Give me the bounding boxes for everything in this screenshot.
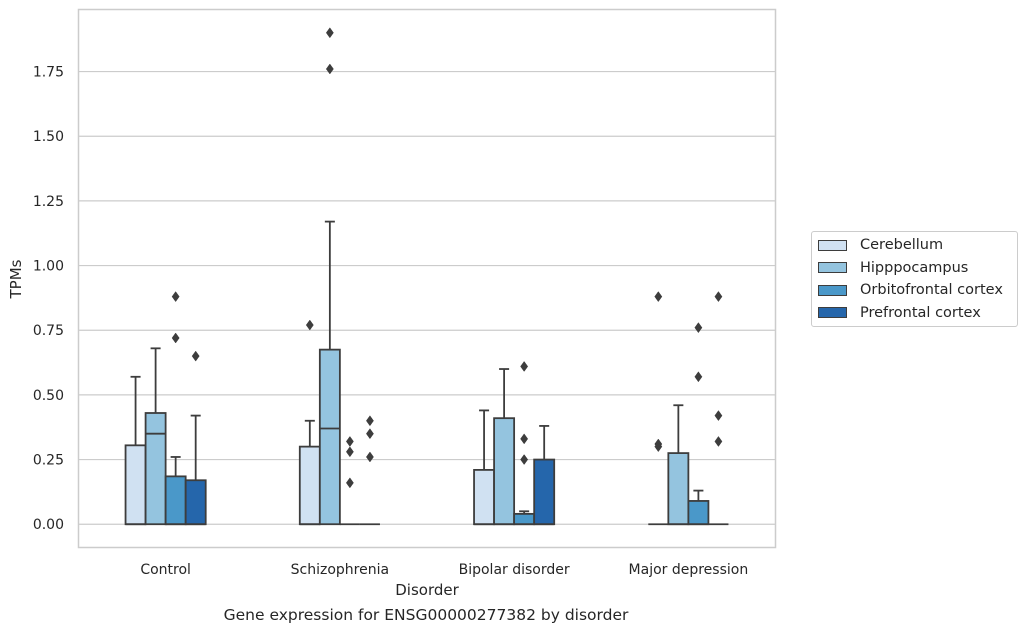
outlier-marker (305, 319, 314, 331)
iqr-box (667, 452, 690, 526)
outlier-marker (366, 428, 374, 440)
x-tick-label: Major depression (629, 562, 749, 578)
outlier-marker (714, 436, 723, 447)
box-hipppocampus (144, 347, 167, 526)
outlier-marker (694, 322, 703, 334)
y-tick-label: 1.25 (33, 194, 64, 210)
box-hipppocampus (318, 27, 341, 526)
y-tick-label: 0.25 (33, 453, 64, 469)
outlier-marker (171, 291, 180, 303)
outlier-marker (654, 438, 663, 450)
iqr-box (533, 458, 556, 526)
plot-frame (77, 8, 777, 549)
box-orbitofrontal-cortex (513, 361, 536, 526)
box-orbitofrontal-cortex (164, 291, 187, 526)
outlier-marker (191, 350, 200, 362)
box-prefrontal-cortex (359, 415, 380, 526)
box-cerebellum (473, 409, 495, 526)
box-cerebellum (298, 319, 321, 526)
y-tick-label: 1.75 (33, 65, 64, 81)
box-orbitofrontal-cortex (687, 322, 710, 526)
iqr-box (318, 348, 341, 526)
y-tick-label: 0.75 (33, 323, 64, 339)
outlier-marker (714, 410, 723, 422)
outlier-marker (366, 451, 374, 463)
x-tick-label: Control (140, 562, 191, 578)
legend-item-hippocampus: Hipppocampus (818, 258, 968, 278)
outlier-marker (520, 361, 529, 372)
legend-label-orbitofrontal-cortex: Orbitofrontal cortex (860, 282, 1003, 298)
box-orbitofrontal-cortex (339, 436, 360, 526)
legend-item-cerebellum: Cerebellum (818, 235, 943, 255)
box-prefrontal-cortex (708, 291, 729, 526)
grid-lines (78, 70, 776, 525)
x-tick-label: Bipolar disorder (459, 562, 570, 578)
legend-swatch-prefrontal-cortex (818, 307, 847, 318)
legend-label-hippocampus: Hipppocampus (860, 259, 969, 276)
box-hipppocampus (667, 404, 690, 526)
outlier-marker (325, 27, 334, 39)
outlier-marker (520, 454, 529, 465)
tick-labels: 0.00 0.25 0.50 0.75 1.00 1.25 1.50 1.75 Control S… (33, 65, 748, 578)
iqr-box (473, 469, 495, 526)
outlier-marker (714, 291, 723, 303)
legend-label-cerebellum: Cerebellum (860, 237, 944, 253)
outlier-marker (345, 436, 354, 447)
outlier-marker (171, 332, 180, 344)
iqr-box (164, 475, 187, 526)
outlier-marker (325, 63, 334, 75)
y-tick-label: 1.50 (33, 129, 64, 145)
legend-swatch-orbitofrontal-cortex (818, 284, 847, 296)
box-cerebellum (648, 291, 669, 526)
legend-item-prefrontal-cortex: Prefrontal cortex (818, 303, 981, 323)
box-hipppocampus (493, 368, 516, 526)
outlier-marker (654, 291, 663, 303)
iqr-box (687, 500, 710, 526)
y-tick-label: 1.00 (33, 259, 64, 275)
outlier-marker (520, 433, 529, 445)
legend-swatch-cerebellum (818, 239, 847, 251)
y-axis-label: TPMs (7, 259, 25, 299)
chart-caption: Gene expression for ENSG00000277382 by d… (223, 606, 629, 624)
iqr-box (298, 445, 321, 526)
legend-label-prefrontal-cortex: Prefrontal cortex (860, 304, 981, 321)
x-tick-label: Schizophrenia (291, 562, 389, 578)
x-axis-label: Disorder (395, 581, 459, 599)
box-layer (124, 27, 729, 526)
y-tick-label: 0.50 (33, 388, 64, 404)
box-prefrontal-cortex (184, 350, 207, 526)
legend-swatch-hippocampus (818, 262, 847, 273)
legend: Cerebellum Hipppocampus Orbitofrontal co… (811, 231, 1018, 327)
iqr-box (513, 512, 536, 526)
outlier-marker (694, 371, 703, 383)
legend-item-orbitofrontal-cortex: Orbitofrontal cortex (818, 280, 1003, 300)
iqr-box (493, 417, 516, 526)
iqr-box (124, 444, 147, 526)
outlier-marker (345, 446, 354, 458)
box-prefrontal-cortex (533, 425, 556, 526)
box-cerebellum (124, 375, 147, 526)
iqr-box (184, 479, 207, 526)
y-tick-label: 0.00 (33, 517, 64, 533)
outlier-marker (345, 477, 354, 489)
outlier-marker (366, 415, 374, 427)
iqr-box (144, 412, 167, 526)
